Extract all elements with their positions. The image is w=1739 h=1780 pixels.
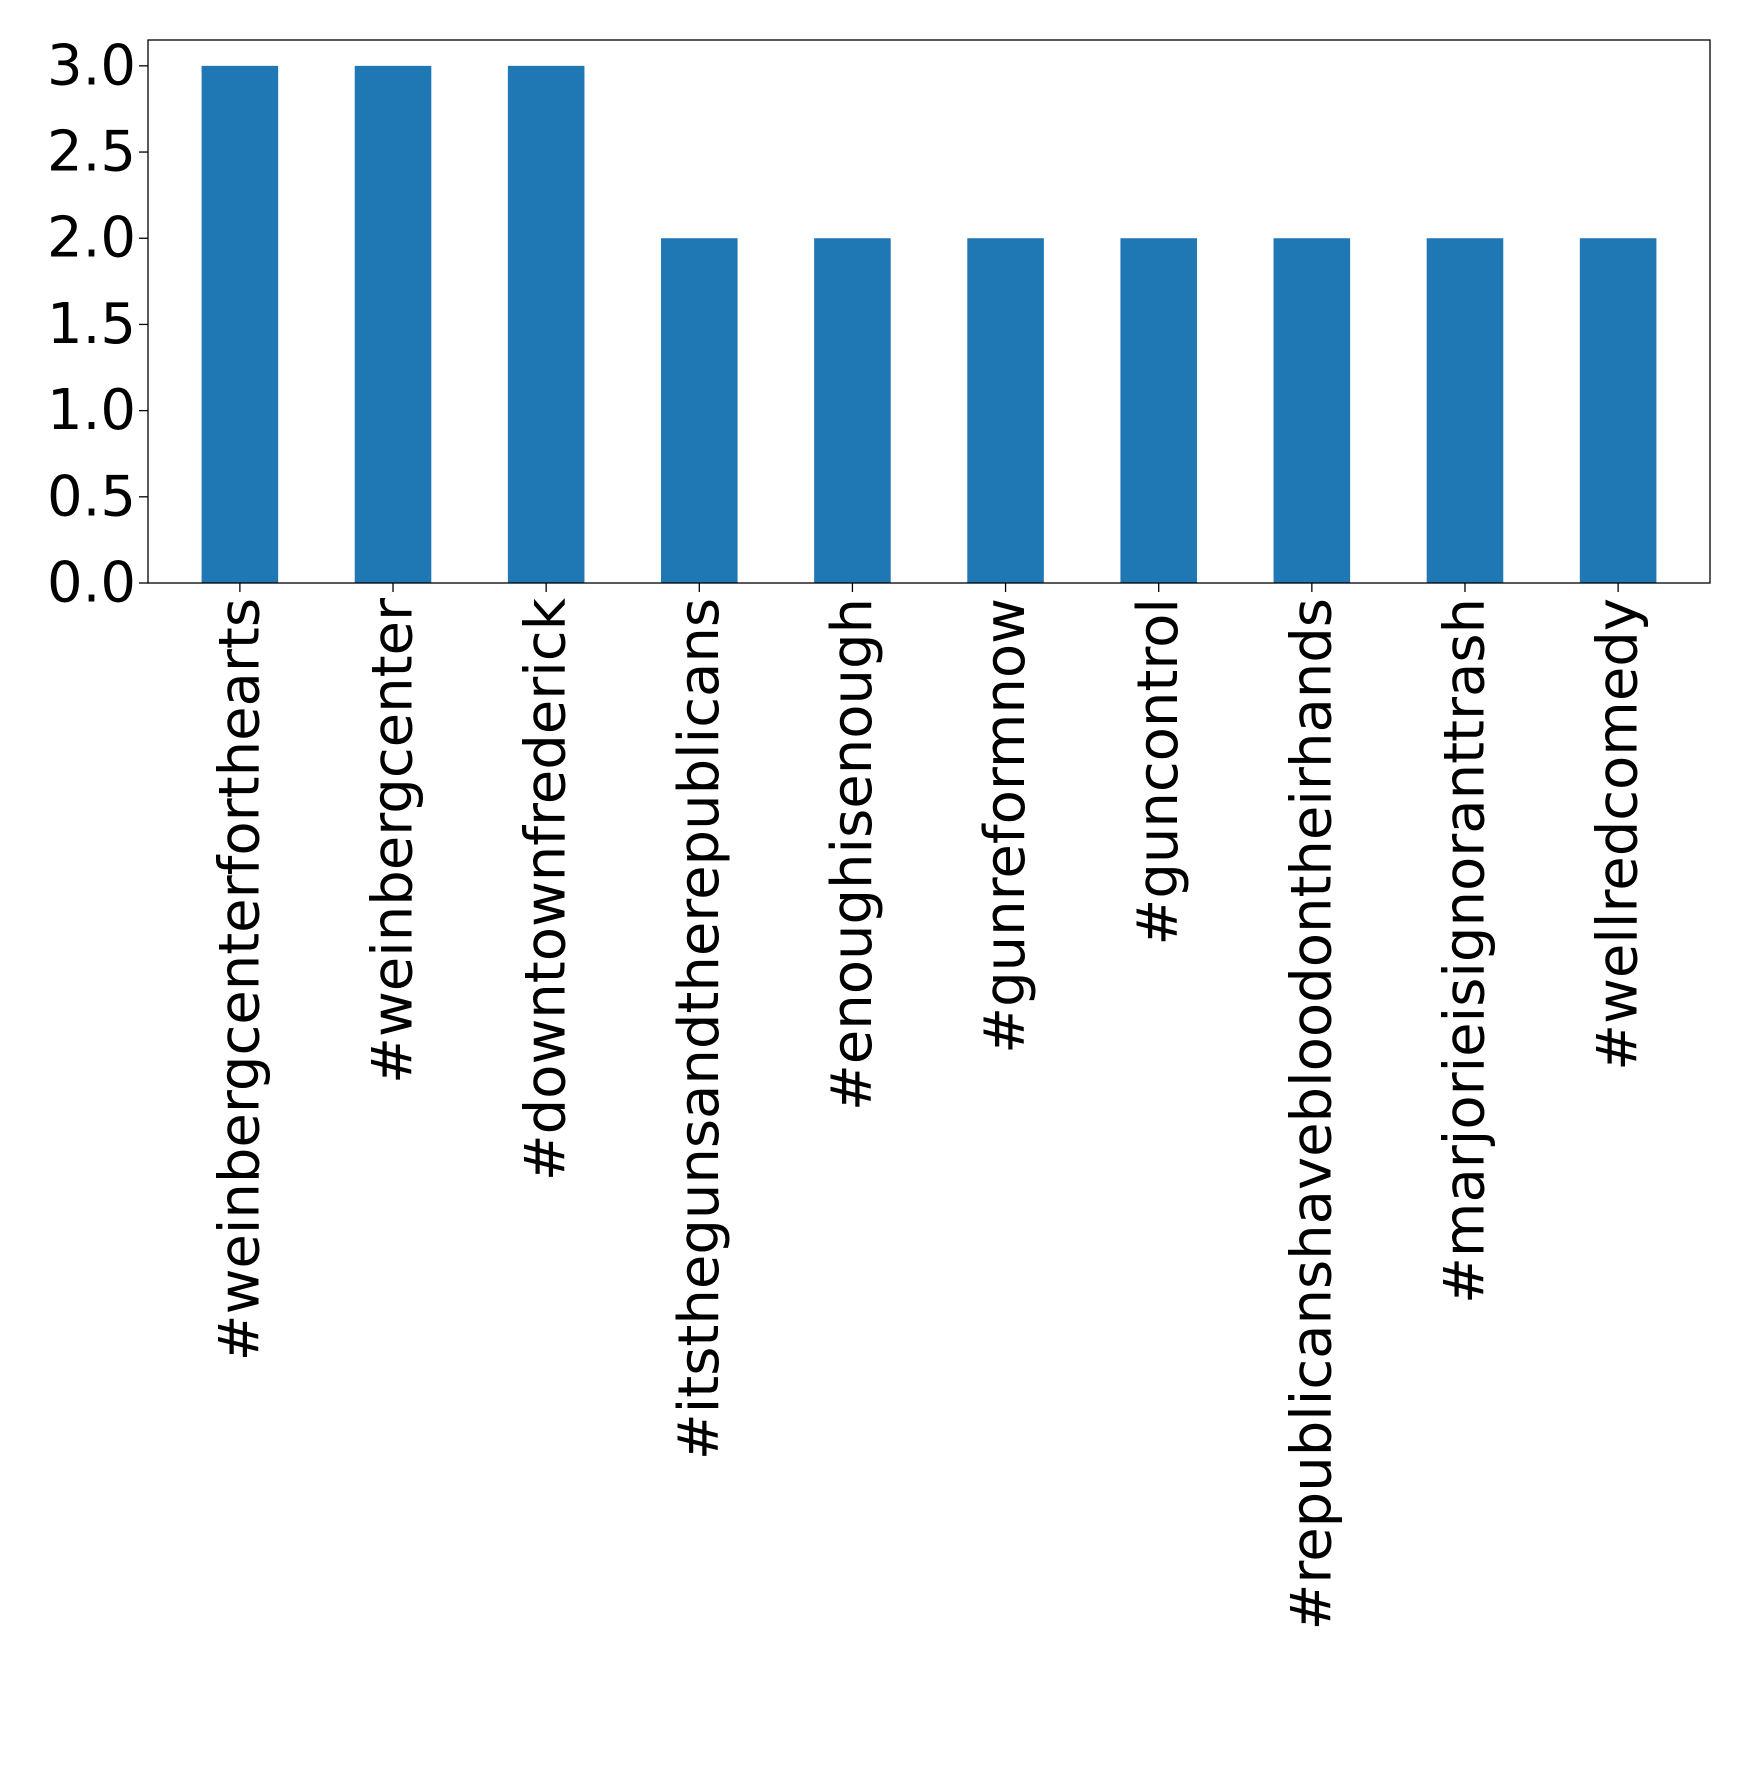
bar-2 [354,65,432,584]
bar-5 [814,238,891,583]
bar-1 [201,65,279,584]
y-tick-label-4: 2.0 [47,206,136,271]
bar-10 [1579,238,1657,583]
x-tick-label-5: #gunreformnow [973,598,1038,1054]
plot-area: 0.0 0.5 1.0 1.5 2.0 2.5 3.0 #weinbergcenterfort… [47,33,1711,1631]
x-tick-label-7: #republicanshavebloodontheirhands [1279,598,1344,1631]
y-tick-label-1: 0.5 [47,464,136,529]
x-tick-label-9: #wellredcomedy [1586,598,1651,1071]
y-tick-label-0: 0.0 [47,551,136,616]
bar-6 [967,238,1044,583]
x-tick-label-6: #guncontrol [1126,598,1191,946]
bar-4 [661,238,738,583]
bar-3 [507,65,585,584]
y-tick-label-6: 3.0 [47,33,136,98]
y-tick-label-5: 2.5 [47,120,136,185]
x-tick-label-3: #itsthegunsandtherepublicans [667,598,732,1460]
bar-9 [1426,238,1504,583]
x-tick-label-8: #marjorieisignoranttrash [1432,598,1497,1304]
x-tick-label-1: #weinbergcenter [361,597,426,1084]
x-tick-label-4: #enoughisenough [820,598,885,1111]
axes-frame [147,39,1711,584]
y-tick-label-2: 1.0 [47,378,136,443]
x-tick-label-2: #downtownfrederick [514,597,579,1181]
bar-7 [1120,238,1197,583]
x-tick-label-0: #weinbergcenterforthearts [207,598,272,1361]
y-tick-label-3: 1.5 [47,292,136,357]
bar-8 [1273,238,1351,583]
